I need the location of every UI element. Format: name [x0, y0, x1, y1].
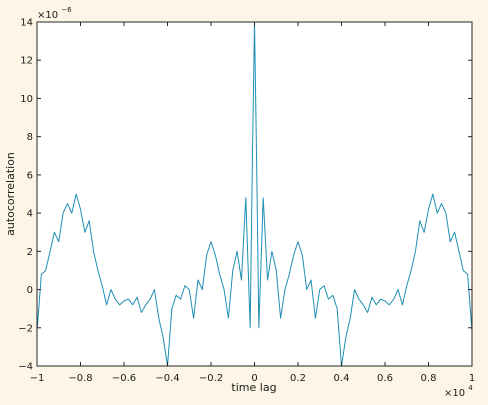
x-axis: −1 −0.8 −0.6 −0.4 −0.2 0 0.2 0.4 0.6 0.8 1 [30, 22, 475, 384]
x-tick-label: −1 [30, 373, 45, 384]
y-axis: −4 −2 0 2 4 6 8 10 12 14 [18, 18, 472, 373]
x-axis-multiplier-base: ×10 [444, 388, 465, 399]
x-tick-label: 1 [469, 373, 475, 384]
x-tick-label: 0.2 [290, 373, 306, 384]
x-axis-label: time lag [231, 381, 276, 394]
x-tick-label: 0.8 [421, 373, 437, 384]
y-tick-label: 2 [27, 247, 33, 258]
y-axis-multiplier-exponent: −6 [61, 6, 72, 14]
y-tick-label: 10 [20, 94, 33, 105]
plot-area [37, 22, 472, 366]
x-tick-label: −0.4 [155, 373, 179, 384]
y-tick-label: 14 [20, 18, 33, 29]
y-tick-label: −4 [18, 362, 33, 373]
x-axis-multiplier: ×10 4 [444, 384, 473, 399]
y-tick-label: 12 [20, 56, 33, 67]
x-tick-label: −0.6 [112, 373, 136, 384]
y-tick-label: 6 [27, 170, 33, 181]
y-tick-label: −2 [18, 323, 33, 334]
y-tick-label: 0 [27, 285, 33, 296]
y-axis-label: autocorrelation [4, 152, 17, 236]
y-axis-multiplier-base: ×10 [37, 10, 58, 21]
x-tick-label: −0.8 [68, 373, 92, 384]
y-tick-label: 8 [27, 132, 33, 143]
x-tick-label: −0.2 [199, 373, 223, 384]
x-axis-multiplier-exponent: 4 [468, 384, 473, 392]
x-tick-label: 0.4 [334, 373, 350, 384]
x-tick-label: 0 [251, 373, 257, 384]
y-axis-multiplier: ×10 −6 [37, 6, 72, 21]
x-tick-label: 0.6 [377, 373, 393, 384]
y-tick-label: 4 [27, 209, 33, 220]
